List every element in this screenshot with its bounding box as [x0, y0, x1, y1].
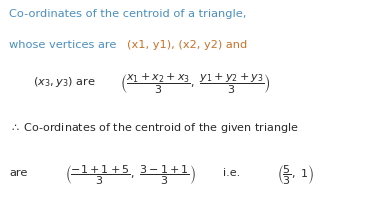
- Text: $\left(\dfrac{x_1+x_2+x_3}{3},\ \dfrac{y_1+y_2+y_3}{3}\right)$: $\left(\dfrac{x_1+x_2+x_3}{3},\ \dfrac{y…: [120, 72, 271, 96]
- Text: i.e.: i.e.: [223, 168, 241, 178]
- Text: $\left(\dfrac{-1+1+5}{3},\ \dfrac{3-1+1}{3}\right)$: $\left(\dfrac{-1+1+5}{3},\ \dfrac{3-1+1}…: [65, 164, 197, 187]
- Text: whose vertices are: whose vertices are: [9, 40, 120, 50]
- Text: (x1, y1), (x2, y2) and: (x1, y1), (x2, y2) and: [127, 40, 248, 50]
- Text: $\left(\dfrac{5}{3},\ 1\right)$: $\left(\dfrac{5}{3},\ 1\right)$: [276, 164, 314, 187]
- Text: are: are: [9, 168, 28, 178]
- Text: $(x_3, y_3)$ are: $(x_3, y_3)$ are: [33, 75, 96, 89]
- Text: Co-ordinates of the centroid of a triangle,: Co-ordinates of the centroid of a triang…: [9, 9, 246, 19]
- Text: $\therefore$ Co-ordinates of the centroid of the given triangle: $\therefore$ Co-ordinates of the centroi…: [9, 121, 299, 135]
